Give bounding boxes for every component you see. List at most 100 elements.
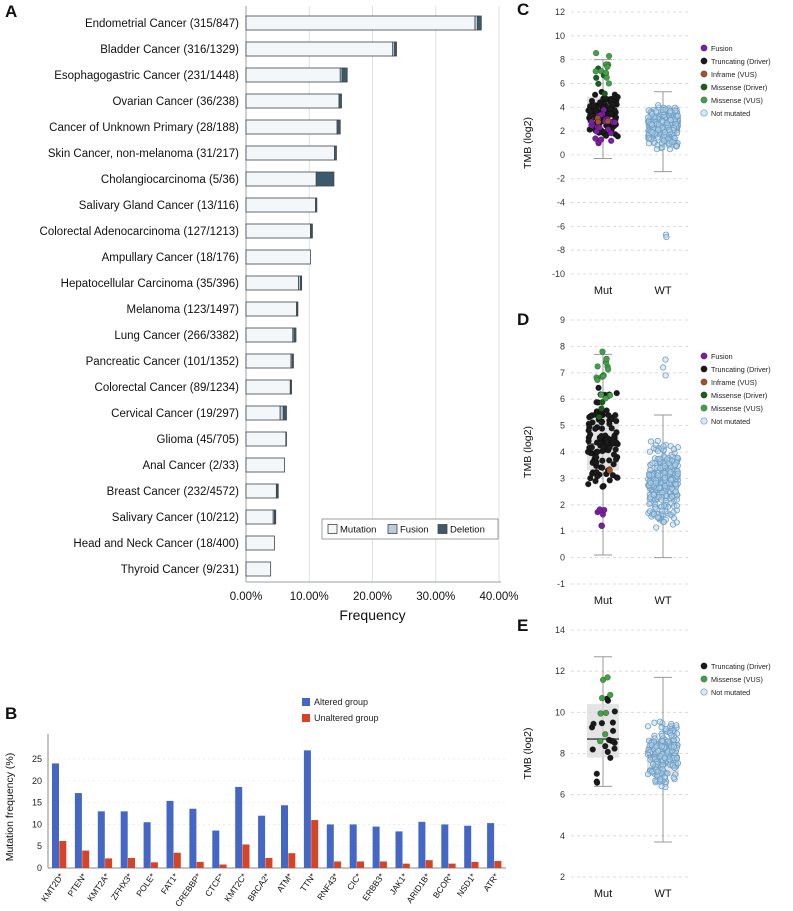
data-point [598, 425, 606, 432]
bar-unaltered [357, 861, 364, 868]
data-point [609, 719, 617, 726]
data-point [660, 518, 668, 526]
y-tick-label: 0 [37, 863, 42, 873]
data-point [673, 722, 680, 729]
y-tick-label: 5 [37, 841, 42, 851]
data-point [669, 138, 676, 146]
group-label: WT [654, 595, 671, 607]
data-point [661, 773, 668, 781]
data-point [646, 500, 653, 508]
legend-label: Not mutated [711, 688, 750, 697]
x-tick-label: 0.00% [230, 591, 263, 603]
data-point [654, 447, 662, 455]
y-axis-title: TMB (log2) [522, 117, 534, 169]
data-point [659, 761, 666, 769]
bar-segment [315, 197, 318, 213]
data-point [592, 425, 599, 432]
gene-label: BCOR* [431, 871, 456, 900]
data-point [653, 146, 661, 153]
data-point [606, 457, 613, 464]
gene-label: ERBB3* [360, 871, 386, 903]
gene-label: ZFHX3* [109, 871, 135, 902]
bar-altered [303, 750, 311, 868]
y-tick-label: 0 [560, 553, 565, 563]
y-tick-label: 7 [560, 368, 565, 378]
bar-altered [52, 763, 59, 868]
y-tick-label: 10 [555, 31, 565, 41]
panel-label-d: D [517, 310, 530, 329]
bar-unaltered [494, 861, 502, 868]
y-tick-label: 4 [560, 831, 565, 841]
data-point [604, 748, 611, 756]
data-point [660, 443, 667, 450]
data-point [607, 129, 615, 137]
data-point [592, 49, 600, 57]
data-point [660, 364, 667, 371]
data-point [650, 491, 657, 498]
bar-segment [336, 119, 341, 135]
data-point [598, 432, 605, 440]
y-tick-label: 8 [560, 55, 565, 65]
bar-segment [245, 249, 311, 265]
data-point [593, 468, 600, 476]
bar-altered [281, 805, 288, 868]
bar-segment [310, 223, 313, 239]
legend-label: Missense (VUS) [711, 404, 763, 413]
data-point [604, 674, 611, 681]
y-tick-label: 9 [560, 315, 565, 325]
data-point [588, 118, 595, 125]
data-point [654, 768, 661, 775]
data-point [599, 399, 606, 406]
data-point [598, 719, 606, 727]
legend-dot [700, 44, 708, 52]
legend-dot [700, 417, 708, 425]
data-point [645, 135, 653, 142]
data-point [652, 505, 659, 512]
panel-label-a: A [5, 2, 18, 21]
y-tick-label: -10 [552, 269, 565, 279]
data-point [602, 395, 609, 402]
legend-swatch [327, 524, 338, 534]
data-point [599, 443, 607, 451]
gene-label: JAK1* [387, 871, 409, 897]
bar-segment [334, 145, 337, 161]
legend-label: Altered group [314, 697, 368, 707]
data-point [599, 348, 606, 355]
y-tick-label: 10 [32, 819, 42, 829]
legend-label: Truncating (Driver) [711, 57, 771, 66]
data-point [603, 355, 610, 362]
data-point [646, 472, 653, 479]
category-label: Ovarian Cancer (36/238) [112, 96, 239, 108]
data-point [606, 477, 613, 484]
data-point [607, 691, 614, 699]
gene-label: ATR* [481, 871, 501, 893]
data-point [607, 754, 614, 762]
bar-altered [349, 824, 357, 868]
bar-altered [212, 830, 220, 868]
data-point [612, 411, 619, 419]
bar-segment [315, 171, 335, 187]
bar-altered [143, 822, 151, 868]
group-label: WT [654, 888, 671, 900]
data-point [597, 391, 605, 398]
data-point [593, 778, 600, 785]
legend-dot [700, 109, 708, 117]
data-point [609, 101, 617, 108]
y-tick-label: 1 [560, 526, 565, 536]
gene-label: RNF43* [315, 871, 341, 902]
data-point [594, 363, 601, 370]
data-point [672, 461, 679, 468]
category-label: Anal Cancer (2/33) [142, 460, 239, 472]
data-point [672, 107, 679, 114]
y-tick-label: 8 [560, 749, 565, 759]
legend-dot [700, 688, 708, 696]
data-point [604, 63, 611, 71]
bar-segment [299, 275, 303, 291]
category-label: Breast Cancer (232/4572) [107, 486, 239, 498]
bar-segment [245, 275, 299, 291]
legend-label: Inframe (VUS) [711, 378, 757, 387]
bar-unaltered [82, 850, 90, 868]
data-point [654, 472, 662, 479]
bar-segment [290, 379, 292, 395]
y-tick-label: 6 [560, 394, 565, 404]
